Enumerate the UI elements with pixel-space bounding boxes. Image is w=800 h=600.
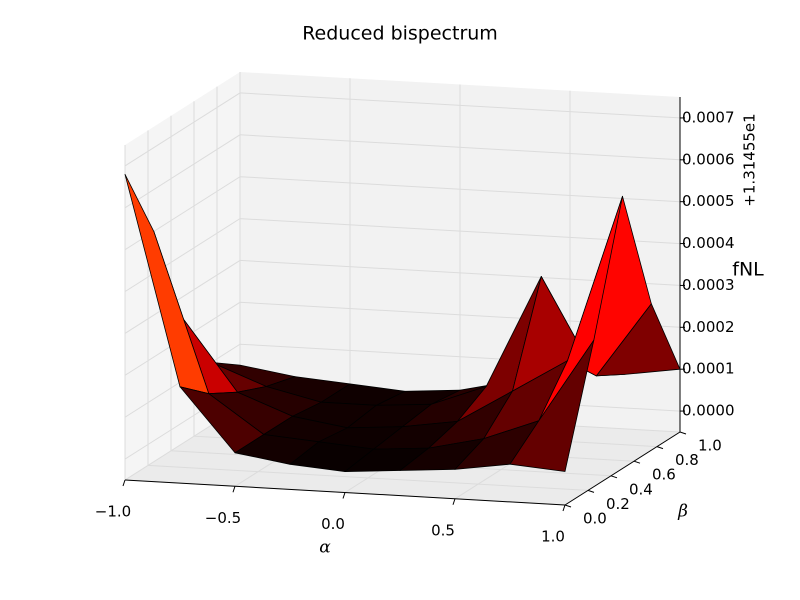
y-tick-label: 0.0 [583,510,607,528]
y-tick [564,504,572,508]
x-tick [342,492,346,499]
x-tick-label: 0.5 [431,521,455,539]
x-tick-label: −0.5 [205,509,241,527]
z-tick-label: 0.0003 [682,276,735,294]
y-tick [610,475,618,479]
z-tick-label: 0.0007 [682,108,735,126]
x-tick [232,486,236,493]
x-tick-label: 0.0 [321,515,345,533]
z-tick-label: 0.0000 [682,402,735,420]
x-tick-label: −1.0 [95,503,131,521]
y-tick [656,446,664,450]
x-tick-label: 1.0 [541,528,565,546]
y-tick-label: 1.0 [698,437,722,455]
grid-line [124,134,681,209]
z-offset-label: +1.31455e1 [741,113,759,206]
z-tick-label: 0.0006 [682,150,735,168]
y-tick-label: 0.2 [606,495,630,513]
x-tick [562,504,566,512]
y-tick [587,489,595,493]
y-tick-label: 0.8 [675,451,699,469]
y-axis [564,431,681,506]
z-tick-label: 0.0001 [682,360,735,378]
x-tick [452,498,456,505]
z-tick-label: 0.0002 [682,318,735,336]
y-tick-label: 0.4 [629,480,653,498]
z-tick-label: 0.0004 [682,234,735,252]
z-axis-label: fNL [732,259,764,281]
chart-title: Reduced bispectrum [302,23,498,45]
y-tick-label: 0.6 [652,466,676,484]
grid-line [124,92,681,167]
y-tick [633,460,641,464]
x-axis-label: α [319,538,331,558]
y-tick [679,431,687,435]
y-axis-label: β [677,502,688,522]
grid-line [124,176,681,251]
surface-patch [509,339,595,472]
x-tick [122,479,126,487]
z-tick-label: 0.0005 [682,192,735,210]
